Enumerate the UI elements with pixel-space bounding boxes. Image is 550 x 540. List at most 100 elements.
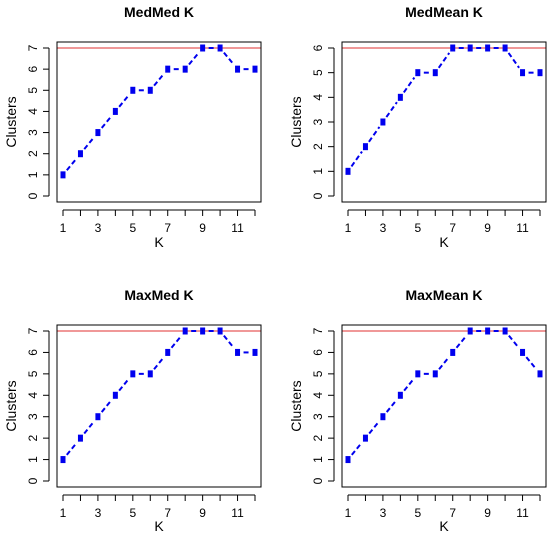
y-tick-label: 5 [26, 87, 40, 94]
data-point [345, 167, 351, 175]
x-tick-label: 11 [231, 221, 244, 235]
data-point [182, 327, 188, 335]
x-tick-label: 3 [380, 506, 387, 520]
x-tick-label: 1 [60, 506, 67, 520]
series-segment [350, 150, 363, 168]
y-axis-label: Clusters [288, 96, 304, 147]
y-tick-label: 2 [311, 434, 325, 441]
series-segment [437, 52, 451, 69]
data-point [397, 93, 403, 101]
y-tick-label: 7 [26, 44, 40, 51]
y-tick-label: 7 [311, 327, 325, 334]
series-segment [368, 126, 381, 143]
series-segment [100, 399, 113, 413]
data-point [217, 327, 223, 335]
data-point [362, 143, 368, 151]
x-tick-label: 5 [414, 221, 421, 235]
data-point [165, 65, 171, 73]
y-tick-label: 2 [311, 143, 325, 150]
data-point [182, 65, 188, 73]
y-tick-label: 3 [311, 118, 325, 125]
x-tick-label: 9 [199, 506, 206, 520]
series-segment [385, 399, 398, 413]
y-tick-label: 2 [26, 150, 40, 157]
plot-frame [56, 324, 262, 488]
y-tick-label: 0 [311, 192, 325, 199]
y-tick-label: 6 [311, 349, 325, 356]
data-point [467, 327, 473, 335]
y-tick-label: 6 [26, 65, 40, 72]
data-point [235, 348, 241, 356]
x-axis-label: K [154, 518, 164, 534]
data-point [200, 327, 206, 335]
data-point [450, 348, 456, 356]
data-point [112, 391, 118, 399]
x-tick-label: 1 [345, 221, 352, 235]
series-segment [83, 136, 95, 150]
data-point [450, 44, 456, 52]
data-point [432, 69, 438, 77]
y-axis-label: Clusters [3, 96, 19, 147]
x-tick-label: 7 [164, 506, 171, 520]
y-tick-label: 4 [311, 392, 325, 399]
data-point [217, 44, 223, 52]
x-tick-label: 3 [380, 221, 387, 235]
series-segment [507, 52, 520, 69]
data-point [537, 370, 543, 378]
y-tick-label: 3 [26, 129, 40, 136]
series-segment [223, 51, 235, 66]
data-point [502, 327, 508, 335]
y-tick-label: 3 [311, 413, 325, 420]
data-point [60, 171, 66, 179]
data-point [467, 44, 473, 52]
data-point [537, 69, 543, 77]
data-point [415, 69, 421, 77]
y-axis-label: Clusters [288, 380, 304, 431]
series-segment [83, 420, 95, 435]
x-tick-label: 9 [484, 506, 491, 520]
plot-frame [56, 41, 262, 203]
y-tick-label: 4 [26, 392, 40, 399]
y-tick-label: 5 [26, 370, 40, 377]
data-point [77, 434, 83, 442]
data-point [235, 65, 241, 73]
series-segment [170, 335, 183, 349]
x-tick-label: 11 [516, 221, 529, 235]
series-segment [438, 356, 450, 370]
x-tick-label: 7 [164, 221, 171, 235]
data-point [397, 391, 403, 399]
y-tick-label: 5 [311, 370, 325, 377]
data-point [485, 44, 491, 52]
series-segment [153, 356, 165, 370]
chart-panel-2: MedMean K 1 3 5 7 9 11 0 1 2 3 4 5 6 K Clusters [288, 4, 547, 250]
data-point [95, 413, 101, 421]
series-segment [403, 377, 415, 392]
series-segment [153, 73, 165, 87]
series-segment [385, 101, 398, 118]
series-segment [100, 115, 113, 129]
y-tick-label: 0 [26, 192, 40, 199]
x-axis-label: K [154, 234, 164, 250]
y-tick-label: 4 [311, 94, 325, 101]
series-segment [223, 335, 235, 349]
x-tick-label: 11 [516, 506, 529, 520]
x-tick-label: 1 [345, 506, 352, 520]
data-point [520, 348, 526, 356]
x-axis-label: K [439, 518, 449, 534]
y-tick-label: 0 [26, 477, 40, 484]
y-tick-label: 3 [26, 413, 40, 420]
series-segment [351, 442, 363, 456]
x-tick-label: 9 [484, 221, 491, 235]
data-point [130, 370, 136, 378]
data-point [485, 327, 491, 335]
y-tick-label: 6 [26, 349, 40, 356]
series-segment [525, 356, 537, 370]
data-point [95, 129, 101, 137]
data-point [362, 434, 368, 442]
series-segment [455, 335, 468, 349]
data-point [130, 86, 136, 94]
series-segment [188, 51, 200, 66]
